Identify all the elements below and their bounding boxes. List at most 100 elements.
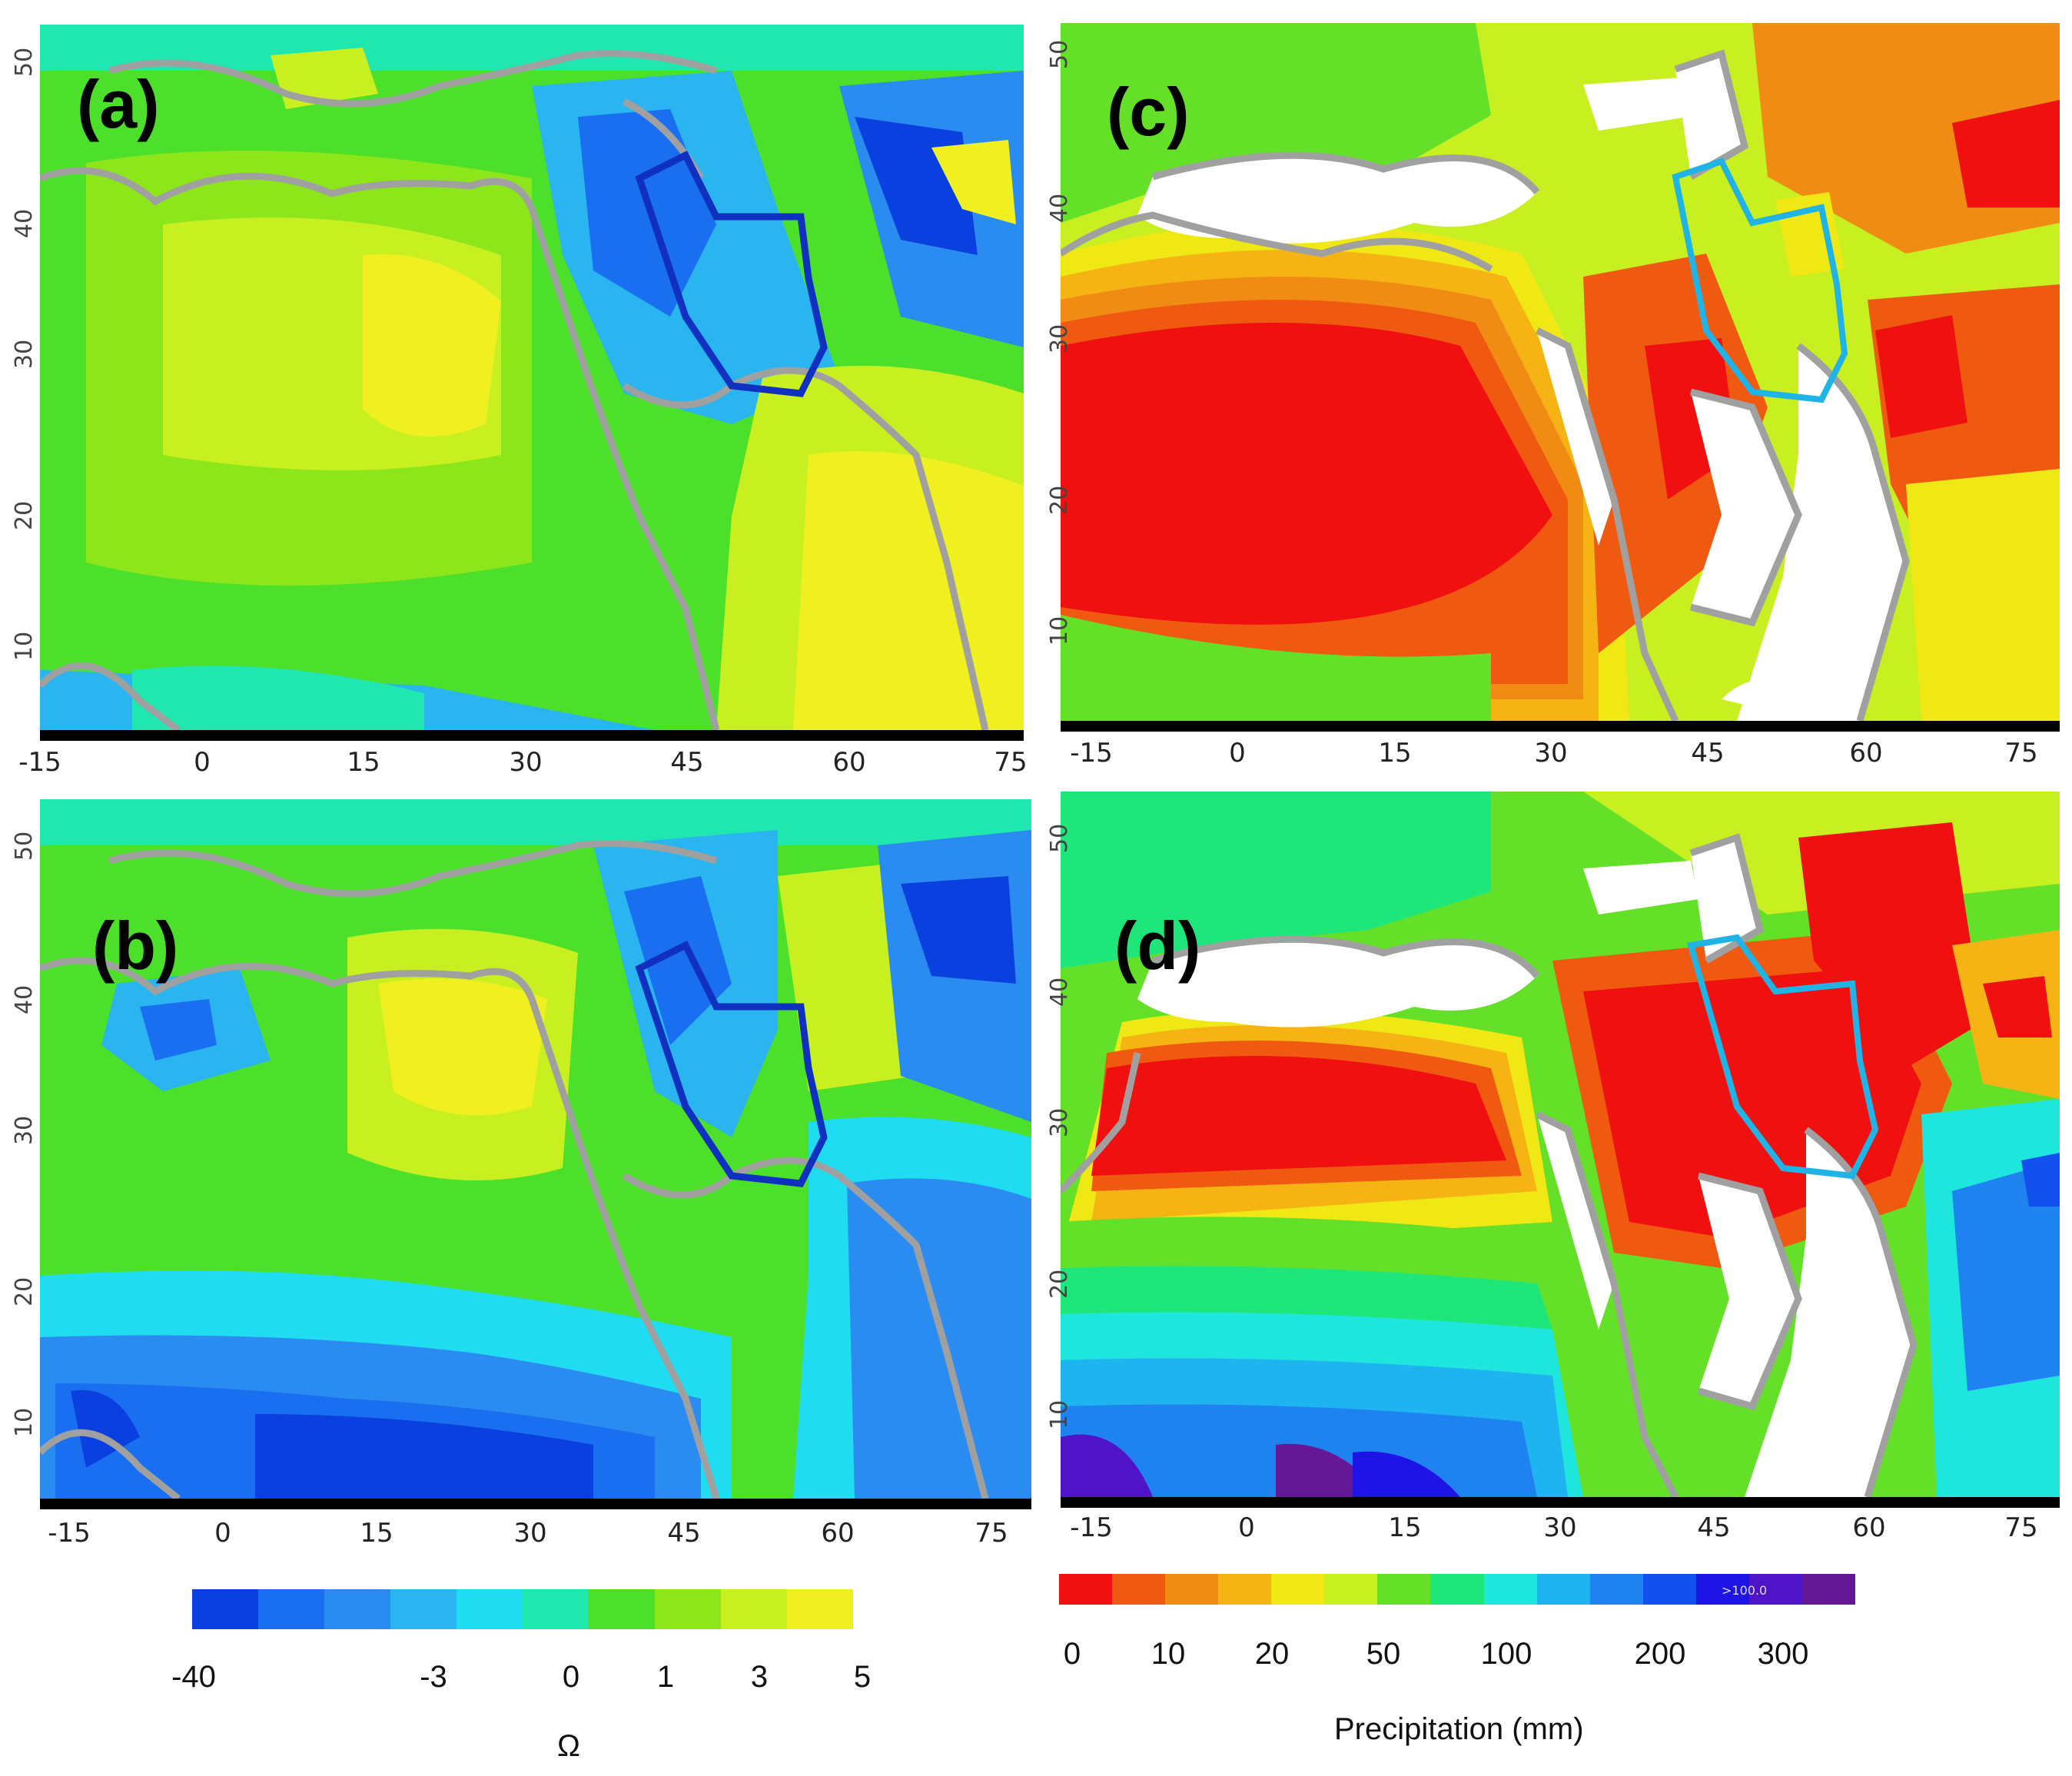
x-tick: 60: [1852, 1512, 1886, 1543]
x-tick: 60: [832, 747, 866, 778]
y-tick: 30: [11, 339, 38, 369]
omega-colorbar-label: 5: [853, 1660, 872, 1694]
x-tick: 0: [1238, 1512, 1255, 1543]
x-axis-bar-a: [40, 730, 1024, 741]
y-tick: 40: [1046, 977, 1073, 1007]
x-tick: -15: [1070, 738, 1113, 768]
x-axis-bar-c: [1061, 721, 2060, 732]
precipitation-colorbar-label: 200: [1634, 1637, 1686, 1671]
x-tick: 75: [2004, 1512, 2038, 1543]
y-tick: 50: [1046, 823, 1073, 853]
panel-label-c: (c): [1107, 74, 1190, 150]
x-tick: 15: [360, 1518, 393, 1549]
x-tick: 30: [1534, 738, 1568, 768]
precipitation-colorbar-label: 0: [1063, 1637, 1081, 1671]
x-axis-bar-b: [40, 1499, 1031, 1509]
precipitation-colorbar-swatch: [1748, 1574, 1802, 1605]
precipitation-colorbar-swatch: [1112, 1574, 1166, 1605]
omega-colorbar-swatch: [258, 1589, 324, 1629]
x-tick: 45: [670, 747, 704, 778]
coastlines-c: [1061, 49, 1910, 721]
y-tick: 20: [1046, 1269, 1073, 1299]
omega-field-b: [40, 799, 1031, 1499]
x-tick: 75: [2004, 738, 2038, 768]
omega-colorbar: [192, 1589, 853, 1629]
omega-colorbar-label: -40: [171, 1660, 216, 1694]
coastlines-d: [1061, 833, 1918, 1497]
coastlines-a: [40, 50, 989, 730]
x-tick: 15: [1378, 738, 1412, 768]
x-tick: 60: [1849, 738, 1883, 768]
precipitation-colorbar-swatch: [1483, 1574, 1537, 1605]
x-tick: 0: [194, 747, 211, 778]
precipitation-colorbar-swatch: [1536, 1574, 1590, 1605]
panel-label-d: (d): [1114, 908, 1201, 984]
precipitation-colorbar-swatch: [1271, 1574, 1325, 1605]
y-tick: 20: [11, 500, 38, 530]
x-tick: 15: [347, 747, 380, 778]
precipitation-colorbar-label: 10: [1151, 1637, 1186, 1671]
precipitation-colorbar-swatch: [1695, 1574, 1749, 1605]
x-tick: 15: [1388, 1512, 1422, 1543]
y-tick: 40: [1046, 193, 1073, 223]
y-tick: 10: [1046, 1399, 1073, 1429]
omega-colorbar-swatch: [655, 1589, 721, 1629]
precipitation-colorbar-swatch: [1801, 1574, 1855, 1605]
omega-map-a: [40, 25, 1024, 730]
precipitation-colorbar-label: 50: [1366, 1637, 1401, 1671]
x-tick: 45: [1691, 738, 1725, 768]
omega-colorbar-swatch: [324, 1589, 390, 1629]
y-tick: 40: [11, 984, 38, 1014]
y-tick: 50: [11, 831, 38, 861]
x-tick: 0: [1229, 738, 1246, 768]
precipitation-colorbar-swatch: [1059, 1574, 1113, 1605]
y-tick: 20: [11, 1276, 38, 1306]
precipitation-colorbar-swatch: [1165, 1574, 1219, 1605]
x-tick: 30: [1543, 1512, 1577, 1543]
y-tick: 10: [11, 631, 38, 661]
coastlines-b: [40, 840, 989, 1499]
omega-colorbar-swatch: [787, 1589, 853, 1629]
omega-map-b: [40, 799, 1031, 1499]
y-tick: 50: [11, 47, 38, 77]
precip-map-d: [1061, 792, 2060, 1497]
precipitation-colorbar-label: 300: [1757, 1637, 1809, 1671]
precipitation-colorbar-title: Precipitation (mm): [1334, 1712, 1584, 1746]
panel-d: -15 0 15 30 45 60 75 10 20 30 40 50 (d): [1045, 792, 2072, 1552]
panel-b: -15 0 15 30 45 60 75 10 20 30 40 50 (b): [0, 792, 1031, 1552]
omega-colorbar-swatch: [721, 1589, 787, 1629]
omega-colorbar-swatch: [192, 1589, 258, 1629]
omega-colorbar-swatch: [589, 1589, 655, 1629]
x-tick: -15: [48, 1518, 91, 1549]
y-tick: 10: [1046, 616, 1073, 646]
panel-c: -15 0 15 30 45 60 75 10 20 30 40 50 (c): [1045, 0, 2072, 776]
y-tick: 40: [11, 208, 38, 238]
x-tick: 30: [513, 1518, 547, 1549]
precipitation-colorbar-label: 20: [1254, 1637, 1290, 1671]
x-tick: -15: [18, 747, 61, 778]
precipitation-colorbar-swatch: [1377, 1574, 1431, 1605]
precipitation-colorbar-inner-label: >100.0: [1722, 1583, 1768, 1598]
x-tick: -15: [1070, 1512, 1113, 1543]
panel-a: -15 0 15 30 45 60 75 10 20 30 40 50 (a): [0, 0, 1030, 778]
y-tick: 10: [11, 1407, 38, 1437]
omega-colorbar-swatch: [390, 1589, 457, 1629]
precip-field-d: [1061, 792, 2060, 1497]
omega-colorbar-label: 3: [750, 1660, 769, 1694]
panel-label-a: (a): [77, 66, 160, 142]
y-tick: 20: [1046, 485, 1073, 515]
omega-colorbar-label: -3: [420, 1660, 447, 1694]
omega-colorbar-swatch: [457, 1589, 523, 1629]
y-tick: 30: [1046, 324, 1073, 354]
precipitation-colorbar-swatch: [1218, 1574, 1272, 1605]
precipitation-colorbar-label: 100: [1480, 1637, 1532, 1671]
x-tick: 0: [214, 1518, 231, 1549]
omega-colorbar-title: Ω: [557, 1729, 580, 1763]
omega-field-a: [40, 25, 1024, 730]
y-tick: 30: [1046, 1107, 1073, 1137]
precipitation-colorbar-swatch: [1324, 1574, 1378, 1605]
precipitation-colorbar-swatch: [1642, 1574, 1696, 1605]
x-tick: 45: [667, 1518, 701, 1549]
x-axis-bar-d: [1061, 1497, 2060, 1508]
precipitation-colorbar-swatch: [1589, 1574, 1643, 1605]
